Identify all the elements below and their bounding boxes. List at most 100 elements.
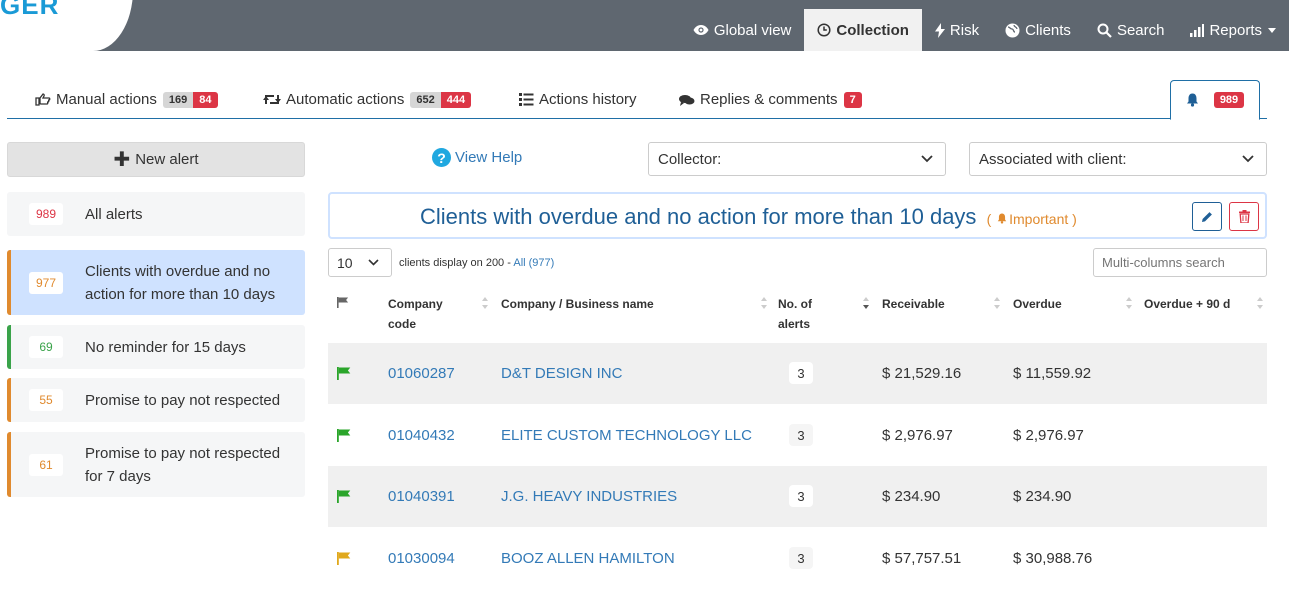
search-icon: [1097, 23, 1112, 38]
sort-icon[interactable]: [1125, 296, 1133, 310]
sidebar-item-overdue-no-action[interactable]: 977 Clients with overdue and no action f…: [7, 250, 305, 315]
alert-count: 55: [29, 389, 63, 411]
comments-icon: [679, 94, 695, 106]
company-code-link[interactable]: 01040432: [388, 427, 455, 444]
nav-label: Global view: [713, 21, 792, 39]
column-header-code[interactable]: Company code: [388, 294, 468, 334]
company-code-link[interactable]: 01060287: [388, 365, 455, 382]
nav-clients[interactable]: Clients: [992, 9, 1084, 51]
receivable-value: $ 21,529.16: [882, 365, 962, 382]
tab-automatic-actions[interactable]: Automatic actions 652 444: [263, 80, 472, 119]
sidebar-item-label: Promise to pay not respected for 7 days: [85, 444, 281, 485]
company-name-link[interactable]: J.G. HEAVY INDUSTRIES: [501, 488, 678, 505]
count-badge: 652: [410, 91, 441, 108]
tab-actions-history[interactable]: Actions history: [519, 80, 637, 119]
client-label: Associated with client:: [979, 150, 1127, 168]
new-alert-button[interactable]: ✚ New alert: [7, 142, 305, 177]
table-header: Company code Company / Business name No.…: [328, 288, 1267, 342]
logo-area: GER: [0, 0, 133, 51]
count-badge-red: 84: [193, 91, 218, 108]
question-icon: ?: [432, 148, 451, 167]
overdue-value: $ 30,988.76: [1013, 550, 1093, 567]
column-header-name[interactable]: Company / Business name: [501, 294, 721, 314]
delete-alert-button[interactable]: [1229, 202, 1259, 231]
logo[interactable]: GER: [0, 0, 60, 20]
green-flag-icon: [337, 490, 351, 503]
page-title: Clients with overdue and no action for m…: [420, 204, 1077, 230]
company-code-link[interactable]: 01040391: [388, 488, 455, 505]
tab-alerts[interactable]: 989: [1170, 80, 1260, 120]
column-label: No. of alerts: [778, 297, 812, 331]
sort-icon[interactable]: [1256, 296, 1264, 310]
company-code-link[interactable]: 01030094: [388, 550, 455, 567]
sort-desc-icon[interactable]: [862, 296, 870, 310]
alerts-count: 3: [789, 547, 813, 569]
sidebar-item-promise-7-days[interactable]: 61 Promise to pay not respected for 7 da…: [7, 432, 305, 497]
nav-global-view[interactable]: Global view: [680, 9, 805, 51]
caret-down-icon: [1268, 27, 1276, 33]
multi-column-search-input[interactable]: [1093, 248, 1267, 277]
alert-title-box: Clients with overdue and no action for m…: [328, 192, 1267, 239]
table-row[interactable]: 01030094 BOOZ ALLEN HAMILTON 3 $ 57,757.…: [328, 528, 1267, 589]
nav-label: Reports: [1209, 21, 1262, 39]
associated-client-select[interactable]: Associated with client:: [969, 142, 1267, 176]
company-name-link[interactable]: ELITE CUSTOM TECHNOLOGY LLC: [501, 427, 752, 444]
nav-label: Collection: [836, 21, 909, 39]
alerts-count: 3: [789, 485, 813, 507]
table-row[interactable]: 01040391 J.G. HEAVY INDUSTRIES 3 $ 234.9…: [328, 466, 1267, 527]
sidebar-item-label: Clients with overdue and no action for m…: [85, 262, 276, 303]
sidebar-item-promise-not-respected[interactable]: 55 Promise to pay not respected: [7, 378, 305, 422]
bell-icon: [997, 213, 1007, 224]
clock-icon: [817, 23, 831, 37]
tab-replies-comments[interactable]: Replies & comments 7: [679, 80, 862, 119]
page-size-value: 10: [337, 254, 353, 271]
sort-icon[interactable]: [760, 296, 768, 310]
company-name-link[interactable]: BOOZ ALLEN HAMILTON: [501, 550, 675, 567]
receivable-value: $ 57,757.51: [882, 550, 962, 567]
new-alert-label: New alert: [135, 151, 199, 168]
overdue-value: $ 234.90: [1013, 488, 1072, 505]
sort-icon[interactable]: [993, 296, 1001, 310]
view-help-link[interactable]: ? View Help: [432, 148, 522, 167]
column-header-receivable[interactable]: Receivable: [882, 294, 982, 314]
collector-label: Collector:: [658, 150, 722, 168]
count-badge-red: 989: [1213, 92, 1245, 108]
retweet-icon: [263, 95, 281, 104]
collector-select[interactable]: Collector:: [648, 142, 946, 176]
nav-search[interactable]: Search: [1084, 9, 1178, 51]
display-text: clients display on 200 -: [399, 257, 514, 269]
nav-label: Search: [1116, 21, 1165, 39]
globe-icon: [1005, 23, 1020, 37]
tab-manual-actions[interactable]: Manual actions 169 84: [35, 80, 218, 119]
nav-reports[interactable]: Reports: [1177, 9, 1289, 51]
nav-label: Clients: [1025, 21, 1071, 39]
importance-label: ( Important ): [986, 211, 1077, 227]
column-header-overdue-90[interactable]: Overdue + 90 d: [1144, 294, 1244, 314]
bar-chart-icon: [1190, 23, 1205, 37]
importance-tag: ( Important ): [987, 211, 1077, 227]
chevron-down-icon: [1242, 155, 1254, 163]
plus-icon: ✚: [113, 148, 131, 171]
column-header-overdue[interactable]: Overdue: [1013, 294, 1113, 314]
table-row[interactable]: 01060287 D&T DESIGN INC 3 $ 21,529.16 $ …: [328, 343, 1267, 404]
sort-icon[interactable]: [481, 296, 489, 310]
sidebar-item-label: No reminder for 15 days: [85, 338, 246, 356]
trash-icon: [1238, 210, 1250, 223]
show-all-link[interactable]: All (977): [513, 257, 555, 269]
table-row[interactable]: 01040432 ELITE CUSTOM TECHNOLOGY LLC 3 $…: [328, 405, 1267, 466]
sidebar-item-label: All alerts: [85, 205, 143, 223]
flag-icon[interactable]: [337, 297, 349, 308]
sidebar-item-no-reminder[interactable]: 69 No reminder for 15 days: [7, 325, 305, 369]
nav-risk[interactable]: Risk: [922, 9, 992, 51]
page-size-select[interactable]: 10: [328, 248, 392, 277]
action-tabs: Manual actions 169 84 Automatic actions 6…: [7, 80, 1267, 120]
company-name-link[interactable]: D&T DESIGN INC: [501, 365, 623, 382]
sidebar-item-all-alerts[interactable]: 989 All alerts: [7, 192, 305, 236]
green-flag-icon: [337, 429, 351, 442]
column-header-alerts[interactable]: No. of alerts: [778, 294, 834, 334]
pencil-icon: [1202, 211, 1212, 222]
top-navbar: GER Global view Collection Risk Clients …: [0, 0, 1289, 51]
edit-alert-button[interactable]: [1192, 202, 1222, 231]
nav-collection[interactable]: Collection: [804, 9, 922, 51]
receivable-value: $ 234.90: [882, 488, 941, 505]
